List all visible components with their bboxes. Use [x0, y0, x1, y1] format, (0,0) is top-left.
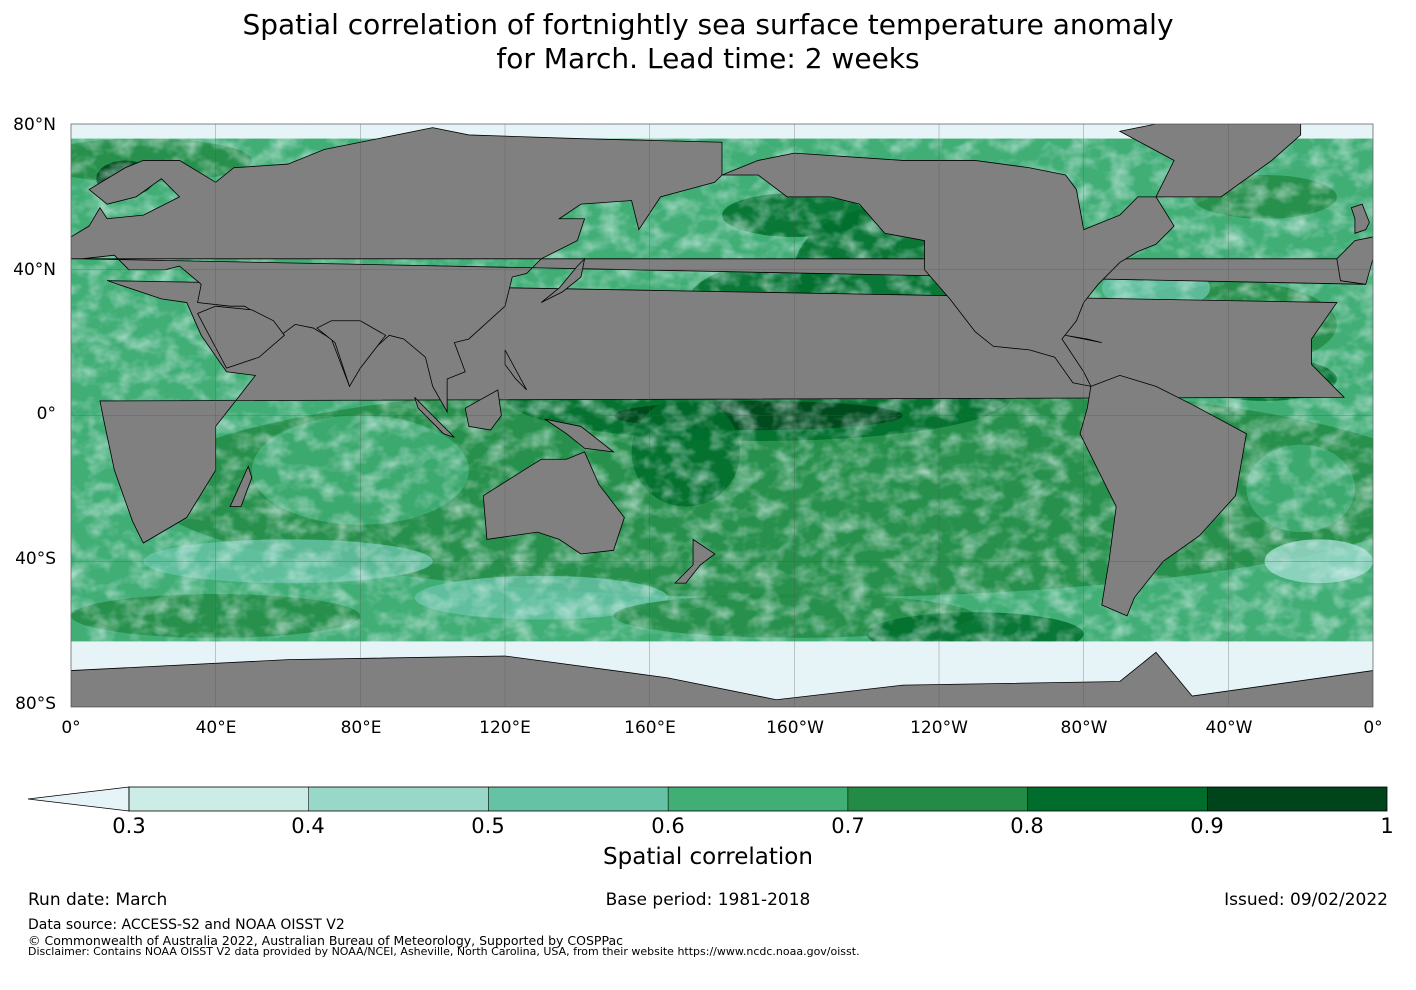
issued-date: Issued: 09/02/2022	[1224, 890, 1388, 910]
lon-label: 120°W	[910, 718, 968, 738]
colorbar-bin	[1207, 787, 1387, 811]
colorbar-bin	[488, 787, 669, 811]
landmass-india	[316, 320, 387, 388]
landmass-borneo	[464, 389, 502, 431]
lon-label: 160°E	[624, 718, 676, 738]
colorbar-bin	[129, 787, 309, 811]
lon-label: 120°E	[479, 718, 531, 738]
colorbar-label: Spatial correlation	[603, 844, 813, 870]
base-period: Base period: 1981-2018	[605, 890, 811, 910]
colorbar-bin	[668, 787, 848, 811]
correlation-map	[70, 123, 1374, 708]
map-field	[71, 124, 1373, 707]
colorbar-tick-label: 0.9	[1190, 814, 1224, 838]
colorbar-tick-label: 0.3	[112, 814, 146, 838]
landmass-iberia	[1336, 236, 1373, 285]
chart-title-line-2: for March. Lead time: 2 weeks	[496, 42, 920, 75]
landmass-arabia	[197, 305, 285, 369]
lon-label: 80°W	[1060, 718, 1108, 738]
data-source: Data source: ACCESS-S2 and NOAA OISST V2	[28, 917, 345, 933]
lon-label: 160°W	[766, 718, 824, 738]
run-date: Run date: March	[28, 890, 168, 910]
colorbar-tick-label: 0.7	[831, 814, 865, 838]
landmass-madagascar	[229, 465, 253, 507]
colorbar-bin	[1027, 787, 1208, 811]
colorbar-extend-arrow	[27, 786, 130, 812]
lat-label: 80°N	[13, 115, 56, 135]
landmass-new-guinea	[544, 418, 615, 453]
colorbar-bin	[847, 787, 1028, 811]
lon-label: 80°E	[340, 718, 382, 738]
lon-label: 0°	[61, 718, 81, 738]
chart-title-line-1: Spatial correlation of fortnightly sea s…	[242, 8, 1174, 41]
landmass-greenland	[1118, 124, 1302, 198]
landmass-japan	[540, 257, 586, 303]
disclaimer: Disclaimer: Contains NOAA OISST V2 data …	[28, 945, 860, 958]
colorbar-tick-label: 0.4	[291, 814, 325, 838]
lon-label: 40°E	[195, 718, 237, 738]
landmass-australia	[482, 451, 625, 555]
landmass-s-america	[1079, 374, 1247, 617]
colorbar-outline	[128, 786, 1388, 812]
colorbar-tick-label: 0.5	[471, 814, 505, 838]
map-frame	[70, 123, 1374, 708]
colorbar-tick-label: 0.6	[651, 814, 685, 838]
lat-label: 80°S	[15, 694, 56, 714]
lat-label: 40°S	[15, 549, 56, 569]
copyright: © Commonwealth of Australia 2022, Austra…	[28, 933, 623, 948]
landmass-sumatra	[414, 396, 455, 438]
colorbar-bin	[308, 787, 489, 811]
colorbar-tick-label: 0.8	[1010, 814, 1044, 838]
gridlines	[71, 124, 1373, 707]
lon-label: 0°	[1363, 718, 1383, 738]
colorbar-bins	[27, 786, 1388, 812]
lat-label: 40°N	[13, 260, 56, 280]
colorbar-tick-label: 1	[1380, 814, 1394, 838]
lon-label: 40°W	[1205, 718, 1253, 738]
lat-label: 0°	[36, 404, 56, 424]
landmass-uk	[1350, 203, 1370, 234]
